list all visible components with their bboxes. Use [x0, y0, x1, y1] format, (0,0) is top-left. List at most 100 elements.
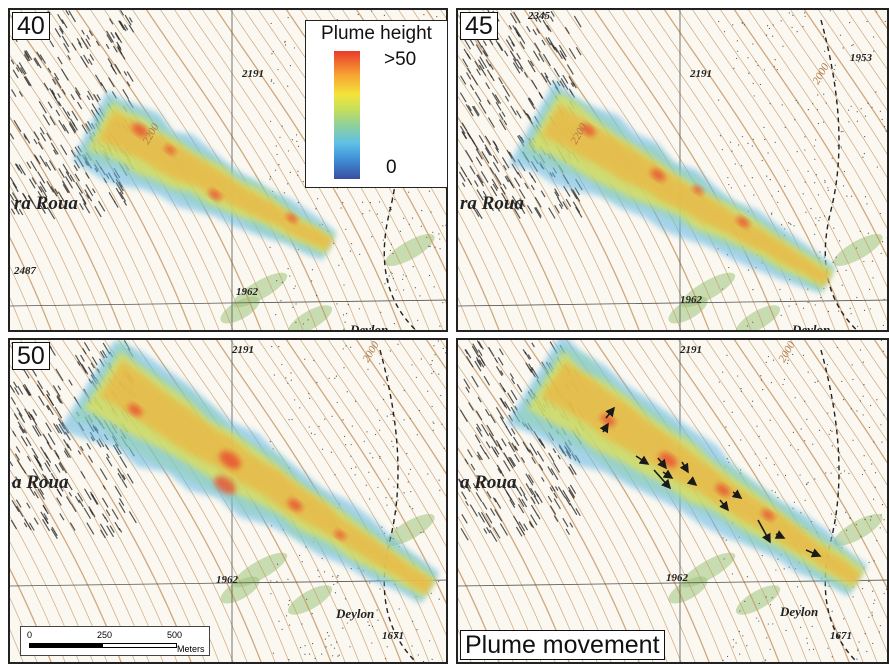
rock-hatch: [38, 100, 47, 114]
rock-hatch: [37, 488, 45, 500]
scree-dot: [751, 177, 753, 179]
scree-dot: [384, 283, 386, 285]
scree-dot: [814, 304, 816, 306]
contour-line: [10, 492, 94, 662]
scree-dot: [376, 609, 378, 611]
scree-dot: [817, 94, 819, 96]
rock-hatch: [526, 447, 531, 453]
scree-dot: [814, 158, 816, 160]
scree-dot: [819, 216, 821, 219]
scree-dot: [294, 285, 296, 287]
scree-dot: [293, 287, 295, 290]
scree-dot: [772, 24, 774, 26]
place-label-roua: ra Roua: [460, 193, 524, 214]
scree-dot: [862, 414, 864, 416]
scree-dot: [823, 215, 826, 217]
rock-hatch: [44, 475, 50, 484]
scree-dot: [815, 174, 817, 176]
scree-dot: [772, 359, 775, 361]
elevation-label-2345: 2345: [528, 10, 550, 22]
rock-hatch: [85, 194, 90, 199]
scree-dot: [416, 629, 418, 631]
scree-dot: [768, 27, 771, 30]
rock-hatch: [63, 42, 70, 53]
scree-dot: [439, 489, 441, 491]
rock-hatch: [51, 89, 56, 95]
rock-hatch: [562, 201, 569, 210]
rock-hatch: [491, 436, 498, 447]
scale-tick-250: 250: [97, 630, 113, 640]
rock-hatch: [88, 58, 93, 66]
scree-dot: [289, 171, 291, 173]
rock-hatch: [511, 378, 516, 385]
plume-hotspot: [580, 123, 596, 137]
rock-hatch: [484, 147, 491, 156]
scree-dot: [728, 444, 730, 447]
scree-dot: [780, 20, 782, 22]
rock-hatch: [564, 496, 571, 506]
scree-dot: [839, 34, 842, 36]
scree-dot: [289, 624, 291, 626]
scree-dot: [811, 625, 813, 628]
scree-dot: [769, 604, 772, 606]
contour-line: [832, 10, 887, 90]
rock-hatch: [16, 459, 24, 470]
scree-dot: [379, 363, 381, 365]
rock-hatch: [64, 431, 71, 441]
scree-dot: [278, 346, 280, 348]
scree-dot: [271, 53, 273, 55]
contour-line: [10, 365, 178, 662]
rock-hatch: [15, 499, 22, 508]
rock-hatch: [553, 498, 561, 510]
rock-hatch: [71, 42, 77, 51]
scree-dot: [771, 195, 773, 197]
rock-hatch: [522, 349, 527, 355]
scree-dot: [783, 568, 785, 570]
rock-hatch: [460, 166, 468, 178]
scree-dot: [773, 464, 775, 466]
rock-hatch: [96, 94, 101, 101]
contour-line: [458, 343, 640, 662]
rock-hatch: [569, 502, 578, 516]
scree-dot: [861, 588, 864, 590]
contour-line: [846, 10, 887, 70]
rock-hatch: [493, 141, 498, 148]
rock-hatch: [86, 95, 91, 101]
rock-hatch: [56, 497, 62, 506]
rock-hatch: [62, 163, 70, 175]
rock-hatch: [113, 45, 118, 53]
rock-hatch: [519, 35, 526, 44]
rock-hatch: [105, 456, 113, 467]
scree-dot: [392, 252, 394, 255]
rock-hatch: [59, 513, 65, 521]
scree-dot: [378, 201, 381, 203]
rock-hatch: [499, 523, 508, 536]
rock-hatch: [471, 345, 480, 358]
rock-hatch: [51, 526, 58, 537]
rock-hatch: [529, 522, 533, 527]
scree-dot: [880, 340, 883, 341]
scree-dot: [336, 401, 338, 404]
scree-dot: [738, 630, 740, 633]
rock-hatch: [476, 174, 485, 187]
rock-hatch: [61, 19, 68, 29]
scree-dot: [344, 435, 346, 438]
scree-dot: [848, 121, 850, 123]
rock-hatch: [459, 125, 466, 135]
plume-hotspot: [650, 168, 666, 182]
scree-dot: [328, 377, 330, 379]
contour-line: [10, 75, 150, 330]
rock-hatch: [482, 40, 487, 46]
scree-dot: [869, 308, 871, 310]
scree-dot: [766, 175, 768, 177]
scree-dot: [815, 217, 817, 219]
scree-dot: [740, 390, 742, 392]
rock-hatch: [475, 44, 483, 55]
scree-dot: [372, 457, 374, 459]
rock-hatch: [549, 486, 554, 492]
rock-hatch: [518, 525, 526, 536]
rock-hatch: [476, 189, 484, 201]
rock-hatch: [495, 147, 500, 153]
scree-dot: [422, 531, 424, 533]
scree-dot: [388, 275, 390, 277]
